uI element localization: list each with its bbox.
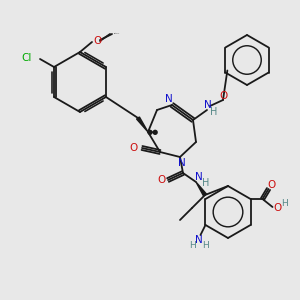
Text: N: N — [165, 94, 173, 104]
Text: N: N — [204, 100, 212, 110]
Text: H: H — [202, 241, 209, 250]
Text: H: H — [202, 178, 210, 188]
Text: methoxy: methoxy — [114, 32, 120, 34]
Text: O: O — [94, 36, 102, 46]
Text: N: N — [195, 172, 203, 182]
Text: O: O — [273, 203, 282, 213]
Text: N: N — [195, 235, 203, 245]
Text: O: O — [267, 180, 276, 190]
Text: H: H — [189, 241, 196, 250]
Text: O: O — [130, 143, 138, 153]
Text: N: N — [178, 158, 186, 168]
Text: O: O — [157, 175, 165, 185]
Text: H: H — [210, 107, 218, 117]
Polygon shape — [136, 117, 148, 132]
Polygon shape — [196, 182, 206, 196]
Text: O: O — [220, 91, 228, 101]
Text: Cl: Cl — [22, 53, 32, 63]
Text: ●●: ●● — [147, 129, 159, 135]
Text: H: H — [281, 200, 288, 208]
